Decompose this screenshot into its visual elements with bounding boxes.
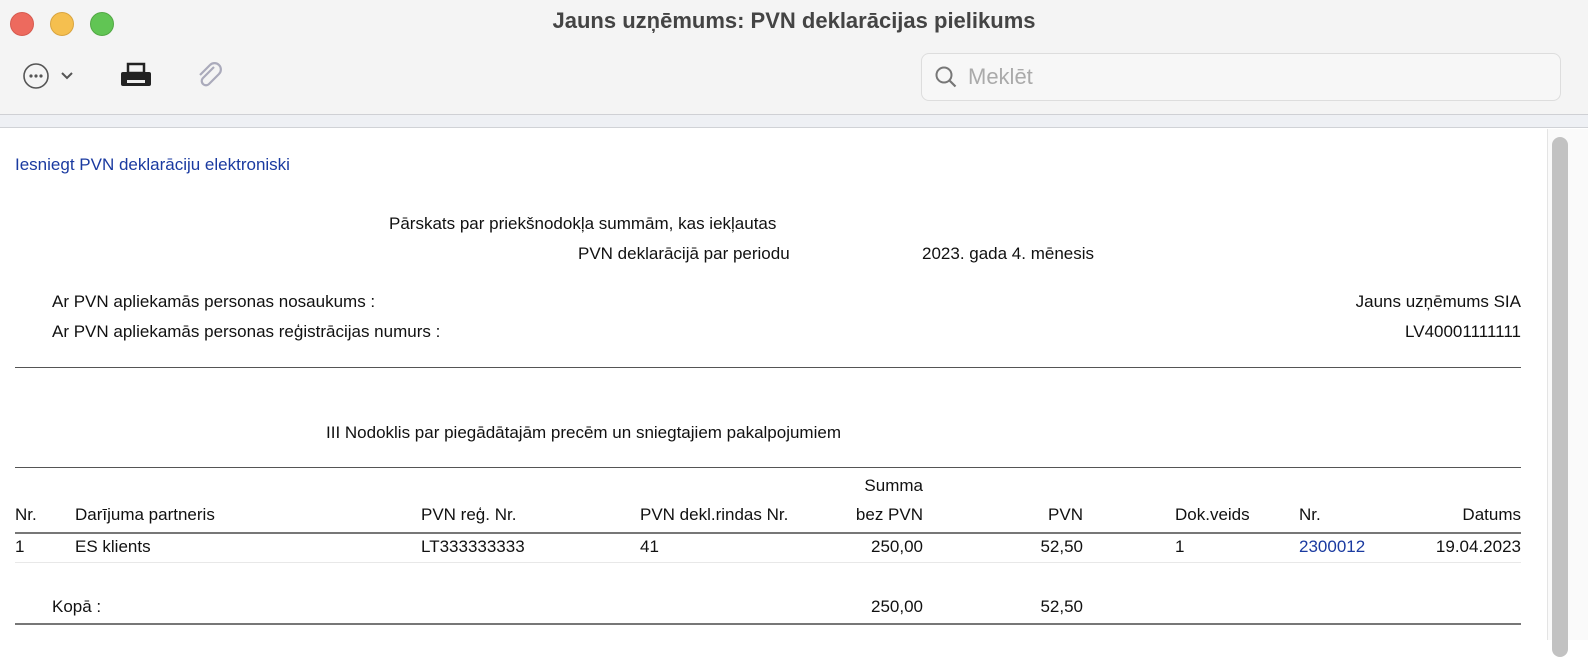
divider <box>15 623 1521 625</box>
cell-sum: 250,00 <box>871 537 923 556</box>
col-vat: PVN <box>1048 505 1083 524</box>
document-link[interactable]: 2300012 <box>1299 537 1366 556</box>
search-field[interactable] <box>921 53 1561 101</box>
col-sum-top: Summa <box>864 476 923 495</box>
cell-reg: LT333333333 <box>421 537 525 556</box>
cell-partner: ES klients <box>75 537 151 556</box>
ellipsis-circle-icon <box>23 63 49 89</box>
chevron-down-icon <box>61 72 73 80</box>
cell-line: 41 <box>640 537 659 556</box>
print-button[interactable] <box>120 60 152 92</box>
more-actions-button[interactable] <box>22 60 74 92</box>
total-sum: 250,00 <box>871 597 923 616</box>
report-heading-line1: Pārskats par priekšnodokļa summām, kas i… <box>389 214 777 233</box>
cell-doc-type: 1 <box>1175 537 1185 556</box>
content-header-strip <box>0 115 1588 128</box>
minimize-button[interactable] <box>50 12 74 36</box>
cell-vat: 52,50 <box>1040 537 1083 556</box>
total-vat: 52,50 <box>1040 597 1083 616</box>
title-bar: Jauns uzņēmums: PVN deklarācijas pieliku… <box>0 0 1588 115</box>
cell-nr: 1 <box>15 537 25 556</box>
col-doc-nr: Nr. <box>1299 505 1321 524</box>
report-heading-line2: PVN deklarācijā par periodu <box>578 244 790 263</box>
search-icon <box>935 66 957 88</box>
section-title: III Nodoklis par piegādātajām precēm un … <box>326 423 841 442</box>
divider <box>15 467 1521 468</box>
close-button[interactable] <box>10 12 34 36</box>
cell-date: 19.04.2023 <box>1435 537 1521 556</box>
col-reg: PVN reģ. Nr. <box>421 505 517 524</box>
submit-electronically-link[interactable]: Iesniegt PVN deklarāciju elektroniski <box>15 155 290 174</box>
taxpayer-name-value: Jauns uzņēmums SIA <box>1355 292 1521 311</box>
col-nr: Nr. <box>15 505 37 524</box>
window-title: Jauns uzņēmums: PVN deklarācijas pieliku… <box>552 8 1036 33</box>
col-date: Datums <box>1462 505 1521 524</box>
divider <box>15 367 1521 368</box>
col-doc-type: Dok.veids <box>1175 505 1250 524</box>
scrollbar-thumb[interactable] <box>1552 137 1568 657</box>
row-divider <box>15 562 1521 563</box>
zoom-button[interactable] <box>90 12 114 36</box>
col-line: PVN dekl.rindas Nr. <box>640 505 789 524</box>
col-partner: Darījuma partneris <box>75 505 215 524</box>
taxpayer-reg-label: Ar PVN apliekamās personas reģistrācijas… <box>52 322 441 341</box>
attach-button[interactable] <box>194 60 224 92</box>
taxpayer-name-label: Ar PVN apliekamās personas nosaukums : <box>52 292 376 311</box>
col-sum: bez PVN <box>855 505 923 524</box>
vertical-scrollbar[interactable] <box>1547 129 1588 657</box>
divider <box>15 532 1521 534</box>
report-period: 2023. gada 4. mēnesis <box>922 244 1095 263</box>
search-input[interactable] <box>968 64 1528 90</box>
paperclip-icon <box>199 62 222 87</box>
printer-icon <box>121 62 151 86</box>
taxpayer-reg-value: LV40001111111 <box>1405 322 1521 341</box>
total-label: Kopā : <box>52 597 102 616</box>
